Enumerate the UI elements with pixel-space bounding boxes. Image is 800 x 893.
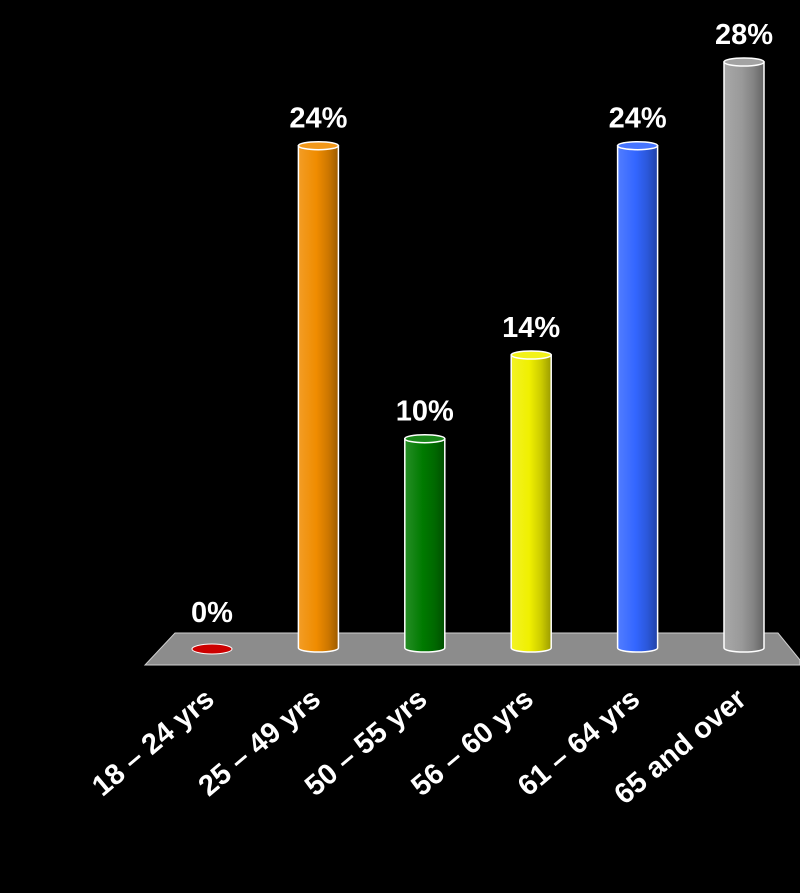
- bar-6: [723, 57, 765, 653]
- bar-2: [297, 140, 340, 653]
- value-label-1: 0%: [191, 597, 233, 629]
- value-label-2: 24%: [289, 103, 347, 135]
- bar-4: [510, 350, 552, 653]
- bar-cap: [616, 140, 659, 151]
- bar-group: [191, 57, 765, 655]
- value-label-4: 14%: [502, 312, 560, 344]
- bar-cap: [510, 350, 552, 360]
- bar-cap: [404, 433, 446, 444]
- bar-5: [616, 140, 659, 653]
- bar-cap: [297, 140, 340, 151]
- bar-3: [404, 433, 446, 653]
- bar-flat: [191, 643, 233, 655]
- value-label-5: 24%: [609, 103, 667, 135]
- chart-floor: [143, 632, 800, 666]
- bar-cap: [723, 57, 765, 67]
- bar-1: [191, 643, 233, 655]
- value-label-group: 0% 24% 10% 14% 24% 28%: [191, 19, 773, 629]
- bar-body: [404, 437, 446, 653]
- bar-body: [723, 61, 765, 653]
- bar-body: [510, 354, 552, 653]
- value-label-3: 10%: [396, 396, 454, 428]
- bar-body: [297, 144, 340, 653]
- value-label-6: 28%: [715, 19, 773, 51]
- bar-body: [616, 144, 659, 653]
